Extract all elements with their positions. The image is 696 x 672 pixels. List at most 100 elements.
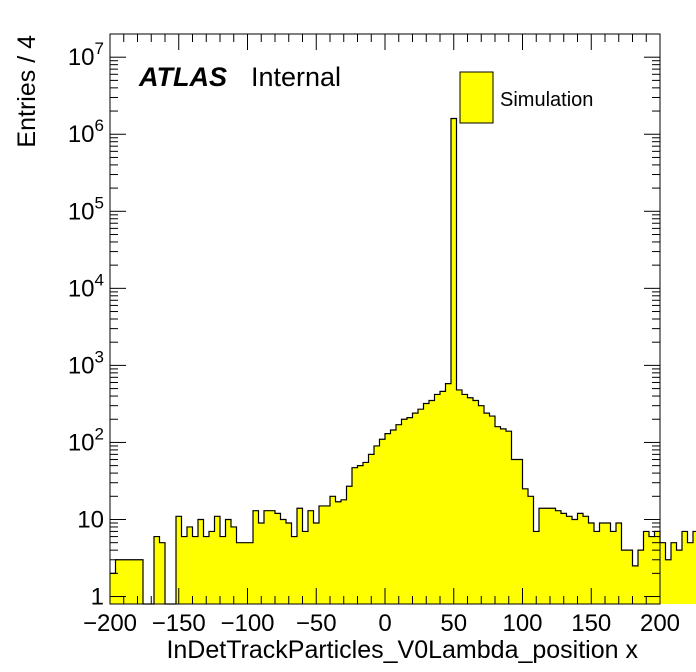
histogram-bin — [610, 531, 617, 604]
x-tick-label: 0 — [378, 610, 391, 637]
histogram-bin — [407, 417, 413, 604]
y-tick-label: 107 — [68, 39, 104, 71]
y-axis: 1 10 102 103 104 105 106 107 — [68, 33, 660, 611]
histogram-bin — [588, 523, 595, 604]
legend-label: Simulation — [500, 89, 593, 111]
histogram-bin — [396, 424, 402, 604]
histogram-bin — [440, 391, 446, 604]
histogram-bin — [220, 536, 226, 604]
histogram-bars — [110, 118, 696, 604]
histogram-bin — [682, 531, 688, 604]
histogram-bin — [429, 400, 435, 604]
histogram-bin — [385, 433, 391, 604]
histogram-bin — [434, 394, 441, 604]
x-tick-label: 100 — [502, 610, 542, 637]
histogram-bin — [352, 467, 358, 604]
histogram-bin — [643, 531, 650, 604]
x-axis-label: InDetTrackParticles_V0Lambda_position x — [166, 636, 638, 664]
histogram-bin — [616, 523, 622, 604]
histogram-bin — [286, 523, 292, 604]
histogram-bin — [572, 519, 578, 604]
y-axis-label: Entries / 4 — [13, 35, 41, 148]
y-tick-label: 106 — [68, 116, 104, 148]
x-tick-label: −50 — [296, 610, 337, 637]
y-tick-label: 102 — [68, 424, 104, 456]
histogram-bin — [528, 496, 534, 604]
histogram-bin — [577, 513, 584, 604]
histogram-bin — [605, 523, 611, 604]
histogram-bin — [418, 409, 424, 604]
histogram-bin — [214, 516, 221, 604]
histogram-bin — [687, 542, 694, 604]
histogram-bin — [313, 523, 320, 604]
histogram-bin — [335, 501, 342, 604]
histogram-bin — [341, 499, 347, 604]
histogram-bin — [539, 508, 545, 604]
histogram-bin — [506, 431, 512, 604]
histogram-bin — [511, 459, 518, 604]
histogram-bin — [390, 430, 397, 604]
legend-swatch — [459, 71, 494, 124]
histogram-bin — [671, 542, 677, 604]
histogram-bin — [132, 559, 138, 604]
histogram-bin — [159, 542, 166, 604]
histogram-bin — [555, 510, 562, 604]
legend: Simulation — [459, 71, 593, 124]
histogram-outline — [110, 117, 696, 605]
histogram-bin — [280, 519, 287, 604]
histogram-bin — [522, 488, 529, 604]
histogram-bin — [247, 542, 254, 604]
histogram-bin — [269, 510, 276, 604]
histogram-bin — [517, 459, 523, 604]
histogram-bin — [412, 413, 419, 604]
histogram-bin — [445, 383, 452, 604]
x-tick-label: 200 — [640, 610, 680, 637]
histogram-bin — [302, 531, 309, 604]
histogram-bin — [379, 439, 386, 604]
histogram-bin — [154, 536, 160, 604]
histogram-bin — [649, 536, 655, 604]
x-axis: −200 −150 −100 −50 0 50 100 150 200 — [83, 34, 680, 637]
histogram-bin — [115, 559, 122, 604]
histogram-bin — [423, 403, 430, 604]
histogram-bin — [495, 426, 501, 604]
histogram-bin — [324, 505, 331, 604]
y-tick-label: 103 — [68, 347, 104, 379]
histogram-bin — [319, 505, 325, 604]
histogram-bin — [451, 118, 457, 604]
histogram-bin — [632, 565, 639, 604]
histogram-bin — [308, 510, 314, 604]
y-tick-label: 104 — [68, 270, 104, 302]
atlas-label: ATLAS — [138, 62, 227, 92]
histogram-bin — [187, 526, 193, 604]
histogram-bin — [203, 536, 210, 604]
histogram-bin — [500, 428, 507, 604]
histogram-bin — [544, 508, 551, 604]
histogram-bin — [297, 508, 303, 604]
histogram-bin — [621, 550, 628, 604]
x-tick-label: −200 — [83, 610, 137, 637]
histogram-bin — [594, 531, 600, 604]
histogram-bin — [225, 519, 232, 604]
histogram-bin — [676, 550, 683, 604]
histogram-bin — [583, 516, 589, 604]
histogram-bin — [192, 536, 199, 604]
histogram-bin — [478, 405, 485, 604]
histogram-bin — [462, 394, 468, 604]
histogram-bin — [258, 523, 265, 604]
histogram-bin — [550, 508, 556, 604]
histogram-bin — [401, 419, 408, 604]
histogram-bin — [473, 400, 479, 604]
histogram-bin — [264, 510, 270, 604]
y-tick-label: 105 — [68, 193, 104, 225]
x-tick-label: 150 — [571, 610, 611, 637]
x-tick-label: −100 — [220, 610, 274, 637]
histogram-bin — [346, 486, 353, 604]
histogram-bin — [467, 397, 474, 604]
internal-label: Internal — [251, 62, 341, 92]
histogram-bin — [374, 445, 380, 604]
histogram-bin — [693, 531, 696, 604]
histogram-bin — [599, 523, 606, 604]
y-tick-label: 1 — [91, 584, 104, 611]
